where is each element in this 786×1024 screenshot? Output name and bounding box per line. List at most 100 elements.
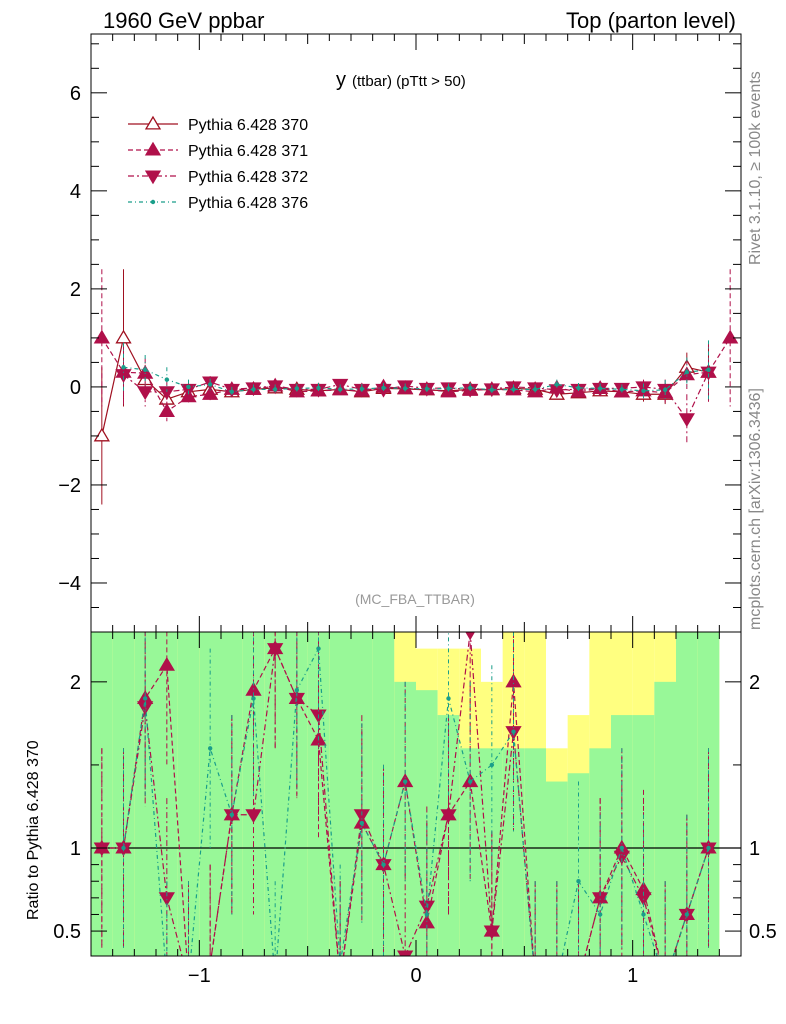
ratio-point: [381, 862, 386, 867]
ratio-point: [158, 656, 175, 671]
ratio-point: [706, 845, 711, 851]
ratio-point: [658, 976, 672, 988]
main-ytick-label: 4: [70, 181, 81, 203]
ratio-ytick-label: 1: [70, 838, 81, 860]
main-point: [554, 382, 560, 387]
ratio-band-green: [676, 632, 698, 956]
ratio-point: [597, 912, 603, 917]
main-point: [635, 381, 652, 396]
legend-label: Pythia 6.428 376: [188, 195, 308, 212]
ratio-band-green: [264, 632, 286, 956]
legend-marker: [144, 141, 162, 156]
ratio-point: [533, 979, 537, 983]
main-point: [722, 329, 739, 344]
ratio-point: [121, 845, 126, 851]
main-point: [532, 387, 538, 392]
ratio-point: [93, 842, 110, 857]
ratio-point: [555, 979, 559, 983]
main-ytick-label: 6: [70, 83, 81, 105]
legend-label: Pythia 6.428 372: [188, 169, 308, 186]
main-point: [186, 384, 191, 390]
main-point: [489, 387, 495, 393]
main-point: [251, 387, 256, 392]
main-ytick-label: −4: [58, 573, 81, 595]
main-point: [641, 388, 646, 394]
series-line: [122, 646, 710, 956]
ratio-ytick-label-right: 1: [749, 838, 760, 860]
main-point: [576, 385, 581, 391]
ratio-ytick-label: 2: [70, 672, 81, 694]
ratio-band-green: [589, 748, 611, 956]
ratio-point: [165, 979, 169, 983]
axes-layer: −4 −2 0 2 4 6 −1 0 1 0.5 0.5 1 1 2 2: [53, 34, 777, 987]
ratio-point: [397, 950, 414, 956]
rivet-label: Rivet 3.1.10, ≥ 100k events: [747, 71, 764, 265]
legend-label: Pythia 6.428 371: [188, 143, 308, 160]
ratio-point: [273, 979, 277, 983]
main-point: [402, 386, 408, 391]
main-point: [684, 370, 690, 375]
main-point: [294, 386, 300, 391]
ratio-point: [142, 696, 148, 701]
main-point: [93, 329, 110, 344]
legend-marker: [144, 170, 162, 185]
main-plot-layer: [93, 269, 739, 505]
series-line: [123, 366, 709, 393]
ratio-point: [505, 673, 522, 688]
ratio-ylabel: Ratio to Pythia 6.428 370: [25, 740, 42, 920]
main-point: [93, 427, 110, 442]
ratio-point: [245, 809, 262, 824]
ratio-point: [294, 687, 300, 693]
ratio-point: [251, 696, 256, 701]
plot-title-sub: (ttbar) (pTtt > 50): [352, 73, 466, 90]
mcplots-label: mcplots.cern.ch [arXiv:1306.3436]: [747, 388, 764, 630]
ratio-point: [207, 746, 213, 751]
main-ytick-label: 2: [70, 279, 81, 301]
ratio-point: [528, 974, 542, 986]
ratio-band-green: [654, 681, 676, 956]
series-line: [101, 632, 710, 956]
main-point: [359, 386, 365, 392]
ratio-point: [619, 845, 625, 851]
ratio-point: [467, 779, 473, 784]
ratio-band-green: [329, 632, 351, 956]
main-point: [381, 385, 386, 391]
ratio-point: [267, 643, 284, 657]
ratio-point: [446, 696, 451, 701]
main-point: [316, 385, 321, 391]
ratio-point: [483, 925, 500, 940]
legend-marker: [144, 115, 162, 130]
main-point: [115, 369, 132, 383]
plot-title-main: y: [336, 69, 346, 91]
ratio-point: [440, 809, 457, 824]
series-line: [101, 337, 731, 413]
header-right: Top (parton level): [566, 8, 736, 33]
legend-marker: [150, 199, 156, 205]
ratio-point: [333, 974, 347, 986]
main-point: [115, 329, 132, 344]
main-point: [467, 385, 473, 391]
ratio-point: [684, 912, 690, 917]
ratio-point: [641, 912, 646, 917]
main-point: [619, 387, 625, 392]
ratio-point: [576, 879, 581, 884]
main-point: [229, 389, 235, 395]
ratio-point: [418, 900, 435, 915]
main-point: [337, 387, 343, 392]
ratio-ytick-label-right: 0.5: [749, 921, 777, 943]
ratio-point: [572, 974, 586, 986]
main-point: [121, 365, 126, 370]
main-point: [678, 413, 695, 428]
ratio-ytick-label-right: 2: [749, 672, 760, 694]
main-point: [662, 387, 668, 393]
main-ytick-label: −2: [58, 475, 81, 497]
ratio-ytick-label: 0.5: [53, 921, 81, 943]
main-point: [142, 367, 148, 372]
legend: Pythia 6.428 370 Pythia 6.428 371 Pythia 6…: [128, 115, 308, 212]
ratio-point: [572, 976, 586, 988]
main-point: [272, 387, 278, 392]
ratio-band-green: [611, 715, 633, 956]
main-point: [202, 385, 219, 400]
ratio-point: [511, 729, 516, 734]
analysis-annotation: (MC_FBA_TTBAR): [355, 591, 475, 607]
